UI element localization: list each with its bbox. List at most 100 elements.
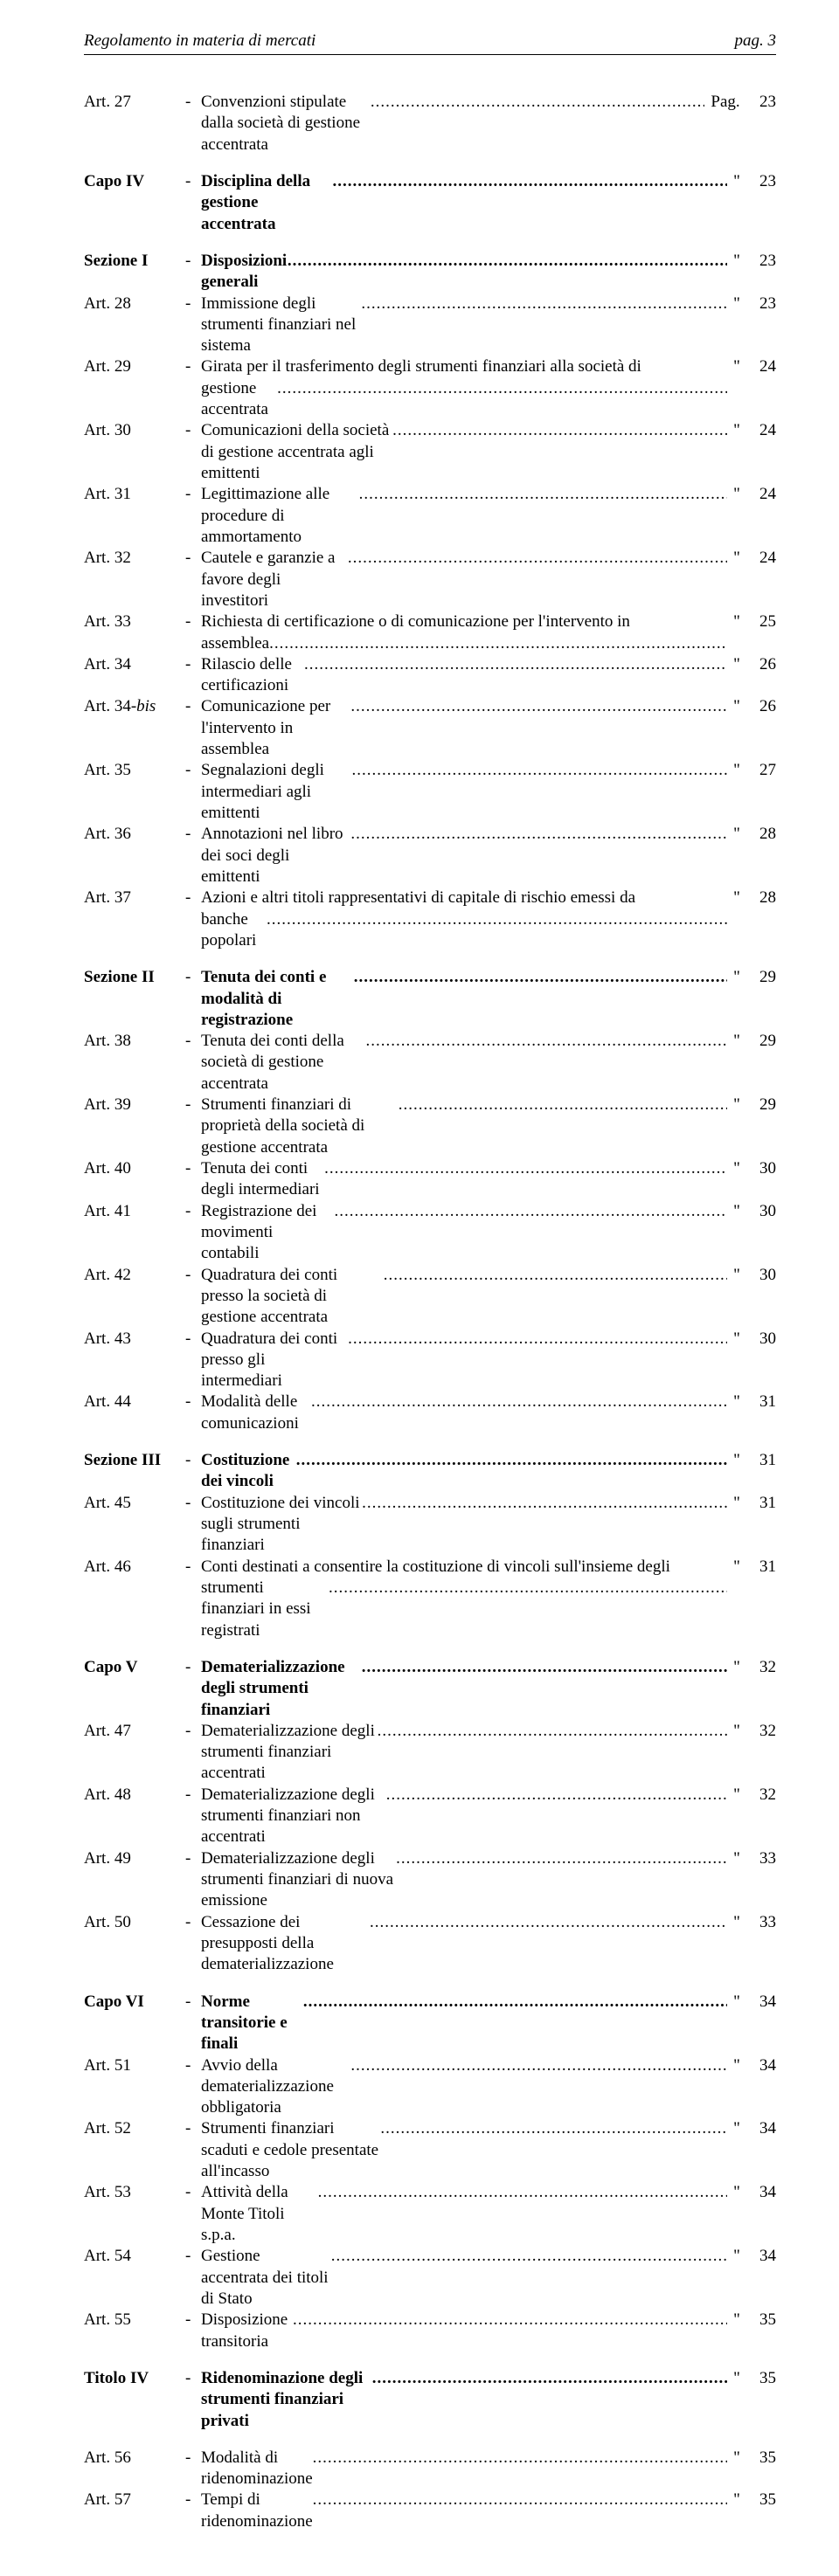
toc-leader: ........................................… xyxy=(324,1158,727,1179)
toc-quote: " xyxy=(727,696,746,717)
toc-quote: " xyxy=(727,2310,746,2331)
toc-label: Art. 54 xyxy=(84,2246,185,2267)
toc-label: Sezione III xyxy=(84,1450,185,1471)
toc-row: Art. 50-Cessazione dei presupposti della… xyxy=(84,1912,776,1976)
toc-page-number: 23 xyxy=(746,294,776,314)
toc-page-number: 32 xyxy=(746,1785,776,1806)
toc-label: Art. 30 xyxy=(84,420,185,441)
toc-page-number: 30 xyxy=(746,1265,776,1286)
toc-dash: - xyxy=(185,548,201,569)
toc-desc-text: Disposizioni generali xyxy=(201,251,288,294)
toc-desc-text: Tenuta dei conti della società di gestio… xyxy=(201,1031,366,1095)
toc-dash: - xyxy=(185,1329,201,1350)
toc-quote: " xyxy=(727,484,746,505)
toc-description: Norme transitorie e finali .............… xyxy=(201,1992,727,2055)
toc-desc-text: Registrazione dei movimenti contabili xyxy=(201,1201,335,1265)
toc-leader: ........................................… xyxy=(370,1912,727,1933)
toc-description: Comunicazioni della società di gestione … xyxy=(201,420,727,484)
toc-desc-text: Dematerializzazione degli strumenti fina… xyxy=(201,1657,362,1721)
toc-dash: - xyxy=(185,1721,201,1742)
toc-page-number: 24 xyxy=(746,356,776,377)
toc-row: Art. 53-Attività della Monte Titoli s.p.… xyxy=(84,2182,776,2246)
toc-description: Modalità delle comunicazioni ...........… xyxy=(201,1392,727,1434)
toc-leader: ........................................… xyxy=(399,1095,727,1115)
toc-label: Art. 57 xyxy=(84,2490,185,2510)
toc-description: Immissione degli strumenti finanziari ne… xyxy=(201,294,727,357)
toc-row: Art. 34-bis-Comunicazione per l'interven… xyxy=(84,696,776,760)
toc-label: Art. 44 xyxy=(84,1392,185,1412)
toc-label: Art. 50 xyxy=(84,1912,185,1933)
toc-leader: ........................................… xyxy=(313,2490,727,2510)
toc-desc-text: Segnalazioni degli intermediari agli emi… xyxy=(201,760,351,824)
toc-desc-text: Dematerializzazione degli strumenti fina… xyxy=(201,1785,386,1848)
toc-quote: " xyxy=(727,1721,746,1742)
toc-desc-text: Costituzione dei vincoli sugli strumenti… xyxy=(201,1493,362,1557)
toc-page-number: 28 xyxy=(746,824,776,845)
toc-page-number: 23 xyxy=(746,251,776,272)
toc-label: Art. 41 xyxy=(84,1201,185,1222)
toc-dash: - xyxy=(185,1557,201,1578)
toc-row: Art. 49-Dematerializzazione degli strume… xyxy=(84,1848,776,1912)
header-right: pag. 3 xyxy=(735,31,777,51)
toc-page-number: 34 xyxy=(746,1992,776,2013)
toc-group-gap xyxy=(84,951,776,967)
toc-quote: " xyxy=(727,760,746,781)
toc-desc-text: Tenuta dei conti e modalità di registraz… xyxy=(201,967,354,1031)
toc-description: Convenzioni stipulate dalla società di g… xyxy=(201,92,704,155)
toc-row: Capo VI-Norme transitorie e finali .....… xyxy=(84,1992,776,2055)
toc-description: Richiesta di certificazione o di comunic… xyxy=(201,611,727,654)
toc-desc-text: Quadratura dei conti presso gli intermed… xyxy=(201,1329,348,1392)
toc-dash: - xyxy=(185,356,201,377)
toc-dash: - xyxy=(185,2182,201,2203)
document-page: Regolamento in materia di mercati pag. 3… xyxy=(0,0,839,2576)
toc-page-number: 27 xyxy=(746,760,776,781)
toc-leader: ........................................… xyxy=(331,2246,727,2267)
toc-desc-text: Tenuta dei conti degli intermediari xyxy=(201,1158,324,1201)
toc-dash: - xyxy=(185,696,201,717)
toc-row: Art. 33-Richiesta di certificazione o di… xyxy=(84,611,776,654)
toc-leader: ........................................… xyxy=(293,2310,727,2331)
toc-description: Comunicazione per l'intervento in assemb… xyxy=(201,696,727,760)
toc-description: Tempi di ridenominazione ...............… xyxy=(201,2490,727,2532)
toc-quote: " xyxy=(727,1785,746,1806)
toc-page-number: 26 xyxy=(746,696,776,717)
toc-leader: ........................................… xyxy=(384,1265,727,1286)
toc-row: Art. 28-Immissione degli strumenti finan… xyxy=(84,294,776,357)
toc-label: Art. 48 xyxy=(84,1785,185,1806)
toc-row: Art. 42-Quadratura dei conti presso la s… xyxy=(84,1265,776,1329)
toc-label: Art. 34 xyxy=(84,654,185,675)
toc-quote: " xyxy=(727,251,746,272)
toc-description: Attività della Monte Titoli s.p.a. .....… xyxy=(201,2182,727,2246)
toc-quote: " xyxy=(727,1657,746,1678)
toc-page-number: 33 xyxy=(746,1912,776,1933)
toc-row: Titolo IV-Ridenominazione degli strument… xyxy=(84,2368,776,2432)
toc-dash: - xyxy=(185,1657,201,1678)
toc-label: Art. 33 xyxy=(84,611,185,632)
toc-label: Art. 37 xyxy=(84,887,185,908)
toc-desc-text: Costituzione dei vincoli xyxy=(201,1450,296,1493)
toc-dash: - xyxy=(185,1912,201,1933)
toc-row: Art. 32-Cautele e garanzie a favore degl… xyxy=(84,548,776,611)
toc-label: Art. 47 xyxy=(84,1721,185,1742)
toc-leader: ........................................… xyxy=(366,1031,727,1052)
toc-page-number: 29 xyxy=(746,967,776,988)
toc-leader: ........................................… xyxy=(350,2055,727,2076)
toc-label: Sezione II xyxy=(84,967,185,988)
toc-page-number: 31 xyxy=(746,1450,776,1471)
toc-description: Ridenominazione degli strumenti finanzia… xyxy=(201,2368,727,2432)
toc-label: Art. 52 xyxy=(84,2118,185,2139)
toc-page-number: 24 xyxy=(746,420,776,441)
toc-description: Gestione accentrata dei titoli di Stato … xyxy=(201,2246,727,2310)
toc-dash: - xyxy=(185,654,201,675)
toc-dash: - xyxy=(185,1785,201,1806)
toc-dash: - xyxy=(185,1450,201,1471)
toc-label: Art. 56 xyxy=(84,2448,185,2469)
toc-quote: " xyxy=(727,1392,746,1412)
toc-row: Art. 31-Legittimazione alle procedure di… xyxy=(84,484,776,548)
toc-row: Capo IV-Disciplina della gestione accent… xyxy=(84,171,776,235)
toc-label: Art. 42 xyxy=(84,1265,185,1286)
toc-dash: - xyxy=(185,2448,201,2469)
toc-page-number: 31 xyxy=(746,1493,776,1514)
toc-description: Costituzione dei vincoli ...............… xyxy=(201,1450,727,1493)
toc-group-gap xyxy=(84,1434,776,1450)
